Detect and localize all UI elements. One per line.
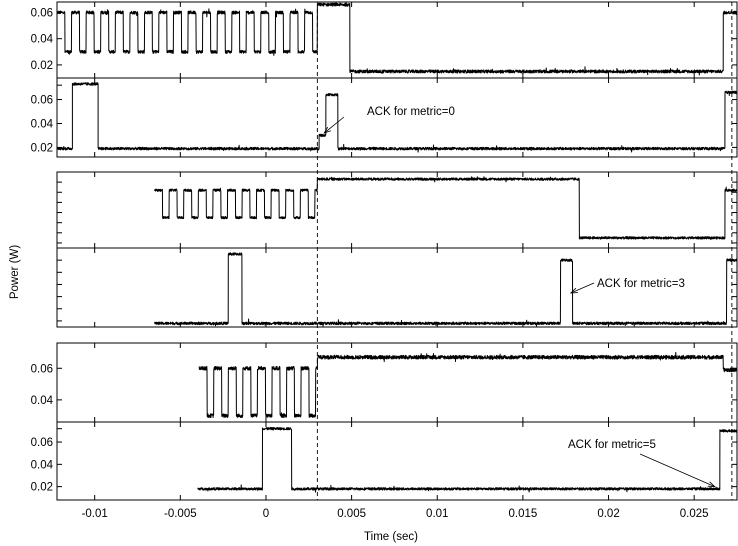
power-trace — [56, 2, 738, 76]
panel-frame — [56, 77, 738, 158]
panel-frame — [56, 421, 738, 501]
panel-frame — [56, 171, 738, 249]
y-tick-label: 0.06 — [31, 363, 53, 375]
ack-annotation-arrowhead — [707, 481, 716, 488]
x-tick-label: 0.025 — [680, 508, 709, 520]
x-tick-label: -0.005 — [164, 508, 197, 520]
ack-annotation-arrow — [639, 453, 715, 487]
power-trace — [198, 351, 738, 418]
ack-annotation-arrowhead — [569, 287, 578, 294]
x-tick-label: 0.005 — [337, 508, 366, 520]
ack-annotation-label: ACK for metric=5 — [568, 439, 656, 451]
power-trace — [197, 427, 738, 493]
dashed-marker-lines — [316, 2, 733, 500]
y-tick-label: 0.04 — [31, 34, 54, 46]
x-axis-label: Time (sec) — [364, 531, 418, 543]
ack-annotation-arrowhead — [323, 126, 331, 134]
panel-m5-sender: 0.04 0.06 — [31, 342, 738, 423]
y-axis-label: Power (W) — [9, 245, 21, 299]
panel-frame — [56, 342, 738, 423]
panel-m0-sender: 0.02 0.04 0.06 — [31, 1, 738, 79]
y-tick-label: 0.06 — [31, 95, 53, 107]
ack-annotation-arrow — [570, 282, 595, 294]
y-tick-label: 0.02 — [31, 142, 53, 154]
panel-m5-receiver: 0.02 0.04 0.06 ACK for metric=5 — [31, 421, 738, 501]
x-tick-label: 0.01 — [426, 508, 448, 520]
panel-m0-receiver: 0.02 0.04 0.06 ACK for metric=0 — [31, 77, 738, 158]
x-tick-label: 0 — [263, 508, 269, 520]
ack-annotation-label: ACK for metric=3 — [597, 278, 685, 290]
y-tick-label: 0.06 — [31, 437, 53, 449]
y-tick-label: 0.04 — [31, 459, 54, 471]
y-tick-label: 0.02 — [31, 482, 53, 494]
x-axis: -0.01 -0.005 0 0.005 0.01 0.015 0.02 0.025 — [82, 508, 709, 520]
y-tick-label: 0.04 — [31, 395, 54, 407]
x-tick-label: 0.02 — [597, 508, 619, 520]
power-trace — [154, 176, 738, 241]
y-tick-label: 0.06 — [31, 7, 53, 19]
ack-annotation-label: ACK for metric=0 — [367, 106, 455, 118]
power-trace — [56, 82, 738, 153]
panel-frame — [56, 247, 738, 328]
x-tick-label: -0.01 — [82, 508, 108, 520]
panel-m3-receiver: ACK for metric=3 — [56, 247, 738, 328]
x-tick-label: 0.015 — [509, 508, 538, 520]
panel-m3-sender — [56, 171, 738, 249]
ack-annotation-arrow — [323, 116, 345, 134]
power-trace — [154, 252, 738, 327]
y-tick-label: 0.04 — [31, 118, 54, 130]
panels-layer: 0.02 0.04 0.06 0.02 0.04 0.06 ACK for metric=0… — [31, 1, 738, 501]
y-tick-label: 0.02 — [31, 60, 53, 72]
